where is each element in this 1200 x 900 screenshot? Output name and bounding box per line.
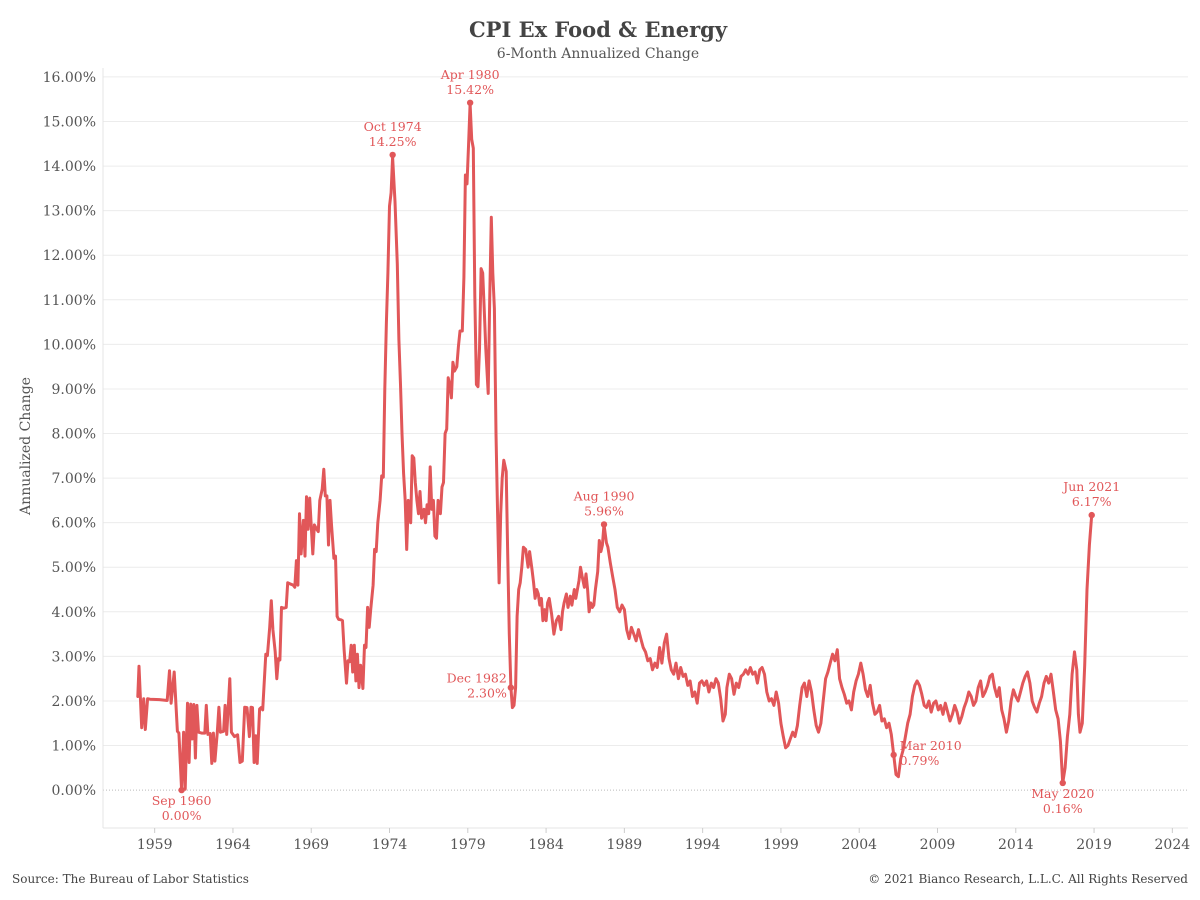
x-tick-label: 1959 [137, 837, 173, 853]
source-note: Source: The Bureau of Labor Statistics [12, 872, 249, 886]
y-tick-label: 5.00% [52, 560, 96, 576]
annotation-date: Sep 1960 [152, 793, 212, 808]
annotation-date: Mar 2010 [900, 738, 962, 753]
annotation-date: Oct 1974 [364, 119, 422, 134]
x-tick-label: 1984 [528, 837, 564, 853]
x-tick-label: 2019 [1076, 837, 1112, 853]
annotation-date: May 2020 [1031, 786, 1094, 801]
series-line [136, 102, 1094, 792]
annotation-marker [890, 751, 897, 759]
annotation-value: 15.42% [446, 82, 494, 97]
chart-subtitle: 6-Month Annualized Change [497, 46, 699, 62]
x-tick-label: 2004 [841, 837, 877, 853]
y-tick-label: 2.00% [52, 694, 96, 710]
annotation-marker [507, 684, 515, 691]
y-tick-label: 3.00% [52, 649, 96, 665]
y-tick-label: 9.00% [52, 382, 96, 398]
copyright-note: © 2021 Bianco Research, L.L.C. All Right… [868, 872, 1188, 886]
y-tick-label: 4.00% [52, 605, 96, 621]
y-axis-label: Annualized Change [18, 377, 34, 516]
annotation-value: 5.96% [584, 503, 624, 518]
annotation-marker [1059, 779, 1066, 787]
x-tick-label: 2009 [920, 837, 956, 853]
series-layer [136, 102, 1094, 792]
annotation-date: Jun 2021 [1061, 479, 1120, 494]
y-tick-label: 14.00% [43, 159, 96, 175]
y-tick-label: 11.00% [43, 293, 96, 309]
annotation-date: Dec 1982 [447, 671, 507, 686]
x-tick-label: 1979 [450, 837, 486, 853]
annotation-marker [600, 521, 608, 528]
annotation-marker [1088, 511, 1095, 519]
x-tick-label: 1999 [763, 837, 799, 853]
y-tick-label: 6.00% [52, 516, 96, 532]
annotation-value: 14.25% [369, 134, 417, 149]
annotation-marker [466, 99, 474, 106]
x-tick-label: 2024 [1155, 837, 1191, 853]
y-tick-label: 1.00% [52, 739, 96, 755]
x-tick-label: 1964 [215, 837, 251, 853]
annotation-value: 0.16% [1043, 801, 1083, 816]
annotation-marker [389, 151, 396, 159]
chart-title: CPI Ex Food & Energy [469, 17, 728, 42]
annotation-value: 0.00% [162, 808, 202, 823]
y-tick-label: 7.00% [52, 471, 96, 487]
grid-lines [103, 76, 1188, 791]
x-tick-label: 1989 [607, 837, 643, 853]
x-tick-label: 2014 [998, 837, 1034, 853]
annotation-date: Apr 1980 [440, 67, 500, 82]
x-tick-label: 1994 [685, 837, 721, 853]
y-tick-label: 16.00% [43, 70, 96, 86]
y-tick-label: 0.00% [52, 783, 96, 799]
axes: 0.00% 1.00% 2.00% 3.00% 4.00% 5.00% 6.00% 7.00%… [43, 68, 1191, 853]
annotation-value: 6.17% [1072, 494, 1112, 509]
x-tick-label: 1969 [293, 837, 329, 853]
y-tick-label: 8.00% [52, 427, 96, 443]
y-tick-label: 13.00% [43, 204, 96, 220]
annotation-value: 2.30% [467, 686, 507, 701]
y-tick-label: 15.00% [43, 114, 96, 130]
x-tick-label: 1974 [372, 837, 408, 853]
annotation-date: Aug 1990 [573, 488, 635, 503]
y-tick-label: 10.00% [43, 337, 96, 353]
annotation-value: 0.79% [900, 753, 940, 768]
y-tick-label: 12.00% [43, 248, 96, 264]
annotation-marker [178, 786, 185, 794]
